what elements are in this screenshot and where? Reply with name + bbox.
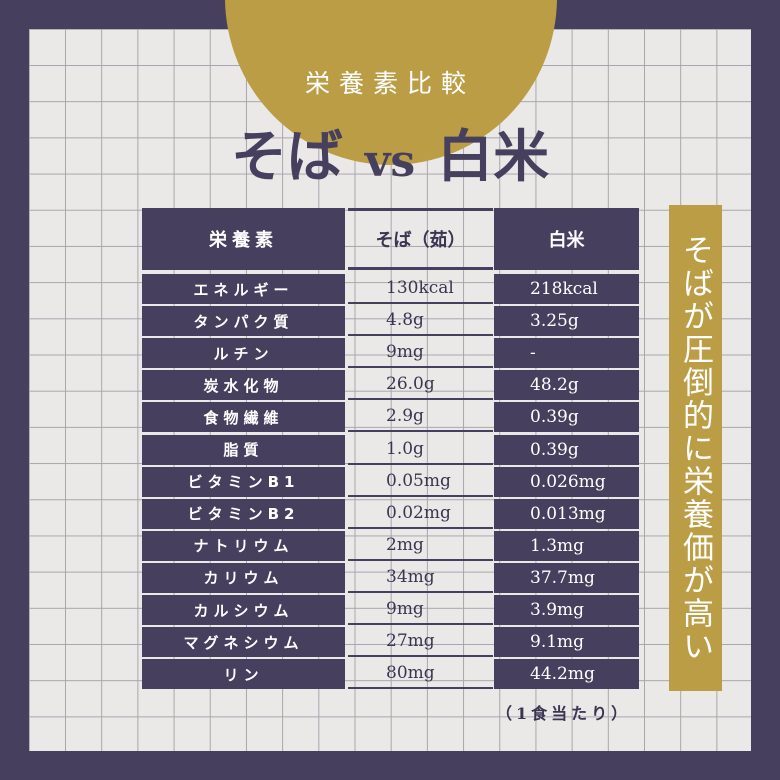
rice-cell: 48.2g — [494, 370, 639, 401]
rice-cell: 0.013mg — [494, 498, 639, 529]
soba-cell: 0.05mg — [348, 467, 493, 497]
table-row: ナトリウム 2mg 1.3mg — [142, 530, 639, 561]
rice-cell: 0.026mg — [494, 466, 639, 497]
table-row: カリウム 34mg 37.7mg — [142, 562, 639, 593]
table-row: 炭水化物 26.0g 48.2g — [142, 370, 639, 401]
nutrient-cell: マグネシウム — [142, 627, 345, 658]
nutrient-cell: タンパク質 — [142, 306, 345, 337]
table-row: タンパク質 4.8g 3.25g — [142, 306, 639, 337]
soba-cell: 2.9g — [348, 402, 493, 433]
nutrient-cell: 食物繊維 — [142, 402, 345, 433]
header-soba: そば（茹） — [348, 208, 493, 270]
rice-cell: 9.1mg — [494, 627, 639, 658]
nutrient-cell: 脂質 — [142, 434, 345, 465]
soba-cell: 9mg — [348, 338, 493, 369]
nutrient-cell: カリウム — [142, 562, 345, 593]
table-row: 脂質 1.0g 0.39g — [142, 434, 639, 465]
rice-cell: 218kcal — [494, 274, 639, 304]
rice-cell: 0.39g — [494, 402, 639, 433]
rice-cell: 3.25g — [494, 306, 639, 337]
nutrient-cell: エネルギー — [142, 274, 345, 304]
title-soba: そば — [230, 125, 343, 190]
soba-cell: 34mg — [348, 563, 493, 593]
table-row: カルシウム 9mg 3.9mg — [142, 595, 639, 625]
nutrient-cell: ビタミンB2 — [142, 498, 345, 529]
soba-cell: 1.0g — [348, 435, 493, 465]
table-row: 食物繊維 2.9g 0.39g — [142, 402, 639, 433]
highlight-banner: そばが圧倒的に栄養価が高い — [669, 205, 722, 691]
table-header: 栄養素 そば（茹） 白米 — [142, 208, 639, 270]
table-row: ビタミンB2 0.02mg 0.013mg — [142, 498, 639, 529]
rice-cell: 3.9mg — [494, 595, 639, 625]
nutrient-cell: ルチン — [142, 338, 345, 369]
table-row: ルチン 9mg - — [142, 338, 639, 369]
nutrient-cell: カルシウム — [142, 595, 345, 625]
nutrient-cell: ビタミンB1 — [142, 466, 345, 497]
table-row: ビタミンB1 0.05mg 0.026mg — [142, 466, 639, 497]
table-row: マグネシウム 27mg 9.1mg — [142, 627, 639, 658]
nutrient-cell: 炭水化物 — [142, 370, 345, 401]
soba-cell: 9mg — [348, 595, 493, 625]
header-rice: 白米 — [494, 208, 639, 270]
soba-cell: 27mg — [348, 627, 493, 658]
soba-cell: 2mg — [348, 531, 493, 561]
table-row: エネルギー 130kcal 218kcal — [142, 274, 639, 304]
header-nutrient: 栄養素 — [142, 208, 345, 270]
rice-cell: 44.2mg — [494, 659, 639, 690]
title-rice: 白米 — [437, 125, 550, 190]
title-vs: vs — [364, 136, 416, 187]
soba-cell: 4.8g — [348, 306, 493, 337]
rice-cell: 1.3mg — [494, 530, 639, 561]
per-serving-note: （1食当たり） — [496, 704, 632, 723]
soba-cell: 80mg — [348, 659, 493, 690]
rice-cell: - — [494, 338, 639, 369]
soba-cell: 130kcal — [348, 274, 493, 304]
rice-cell: 37.7mg — [494, 562, 639, 593]
subtitle: 栄養素比較 — [304, 69, 475, 98]
rice-cell: 0.39g — [494, 434, 639, 465]
nutrient-cell: リン — [142, 659, 345, 690]
page-title: そば vs 白米 — [0, 112, 780, 193]
soba-cell: 0.02mg — [348, 499, 493, 529]
table-row: リン 80mg 44.2mg — [142, 659, 639, 690]
soba-cell: 26.0g — [348, 370, 493, 401]
nutrient-cell: ナトリウム — [142, 530, 345, 561]
